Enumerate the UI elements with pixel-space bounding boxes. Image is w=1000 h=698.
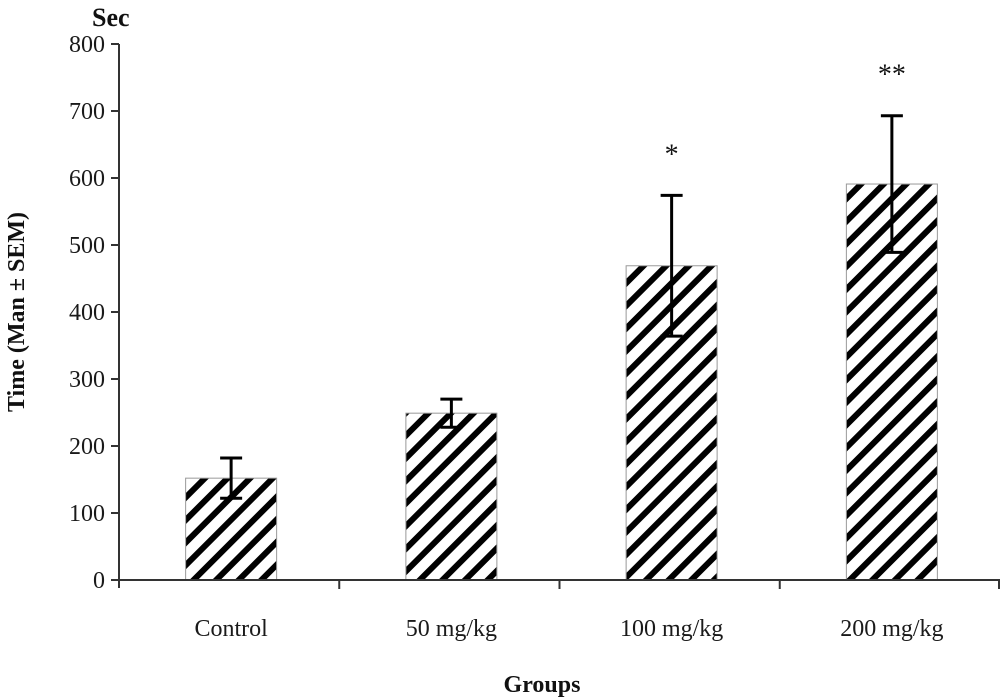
significance-marker: * [665, 139, 679, 170]
y-unit-label: Sec [92, 3, 130, 32]
y-tick-label: 200 [69, 434, 105, 460]
y-tick-label: 0 [93, 568, 105, 594]
bar [405, 412, 498, 581]
y-axis-ticks: 0 100 200 300 400 500 600 700 800 [69, 32, 119, 594]
y-tick-label: 100 [69, 501, 105, 527]
x-tick-label: 50 mg/kg [406, 616, 497, 642]
y-axis-title: Time (Man ± SEM) [4, 212, 30, 412]
y-tick-label: 500 [69, 233, 105, 259]
x-tick-label: Control [194, 616, 268, 642]
axes-group [111, 44, 1000, 588]
significance-marker: ** [878, 60, 906, 91]
bars-group: *** [185, 60, 938, 581]
y-tick-label: 600 [69, 166, 105, 192]
y-tick-label: 800 [69, 32, 105, 58]
y-tick-label: 400 [69, 300, 105, 326]
y-tick-label: 300 [69, 367, 105, 393]
y-tick-label: 700 [69, 99, 105, 125]
x-axis-title: Groups [504, 672, 581, 698]
x-axis-ticks: Control 50 mg/kg 100 mg/kg 200 mg/kg [194, 580, 1000, 642]
x-tick-label: 100 mg/kg [620, 616, 723, 642]
x-tick-label: 200 mg/kg [840, 616, 943, 642]
